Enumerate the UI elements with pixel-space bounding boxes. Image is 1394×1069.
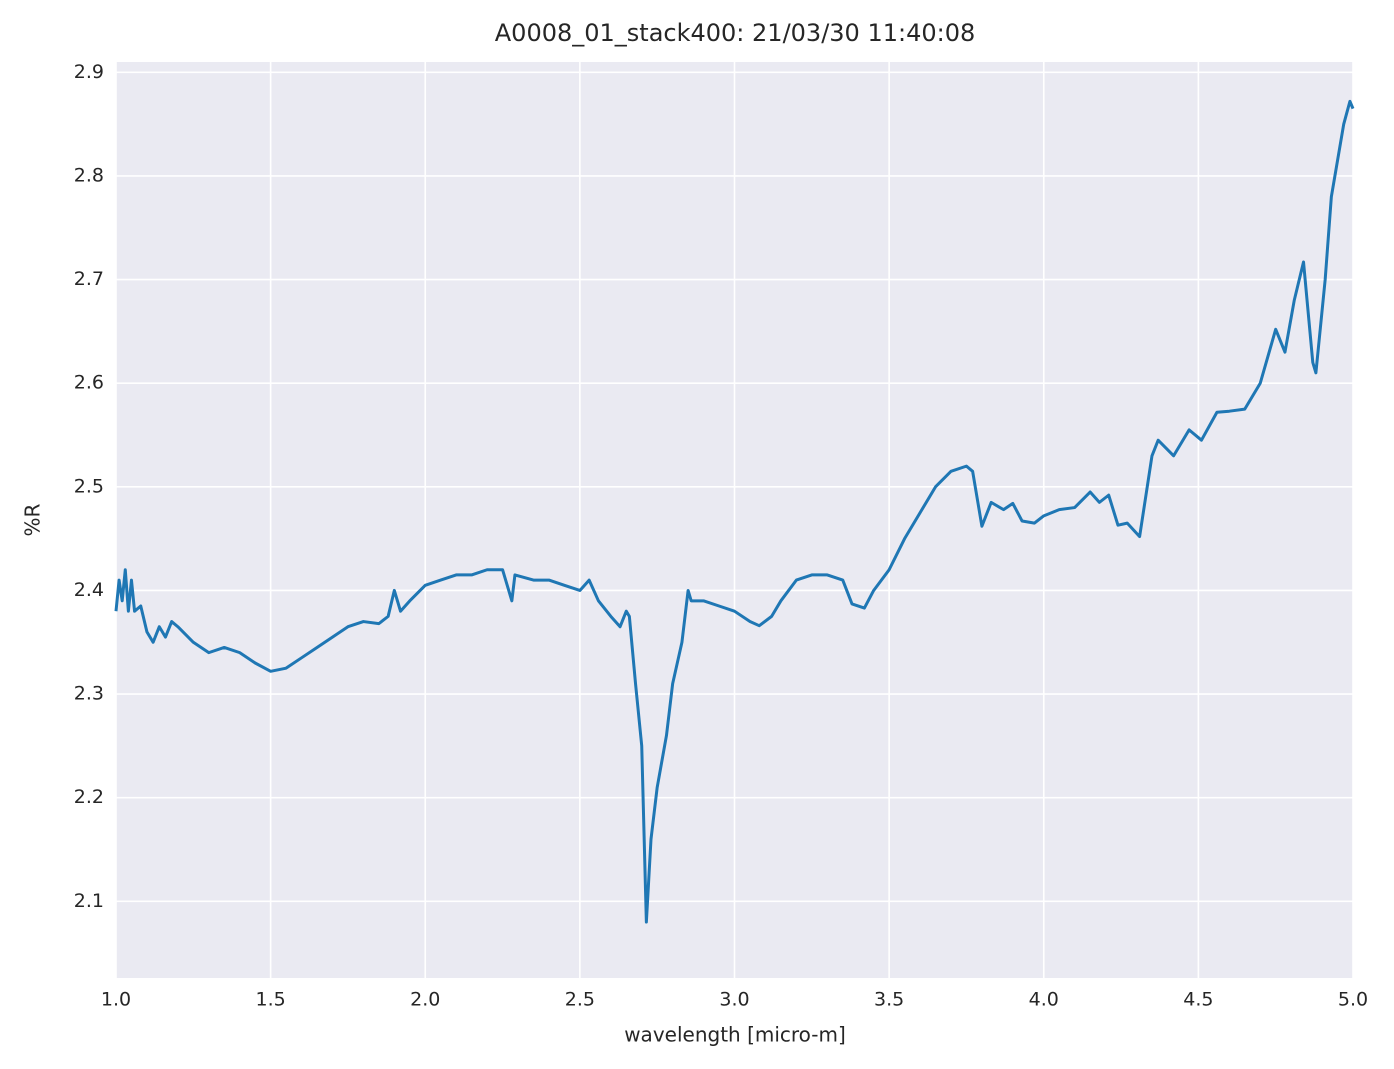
x-axis-label: wavelength [micro-m] [624, 1023, 846, 1047]
x-tick-label: 1.5 [256, 989, 286, 1011]
x-tick-label: 4.0 [1029, 989, 1059, 1011]
x-tick-label: 2.5 [565, 989, 595, 1011]
x-tick-label: 3.5 [874, 989, 904, 1011]
x-tick-label: 3.0 [719, 989, 749, 1011]
y-tick-label: 2.5 [74, 475, 104, 497]
x-tick-label: 4.5 [1183, 989, 1213, 1011]
y-tick-label: 2.3 [74, 683, 104, 705]
y-tick-label: 2.4 [74, 579, 104, 601]
x-tick-label: 5.0 [1338, 989, 1368, 1011]
y-tick-label: 2.7 [74, 268, 104, 290]
x-tick-label: 2.0 [410, 989, 440, 1011]
x-tick-label: 1.0 [101, 989, 131, 1011]
y-tick-label: 2.9 [74, 61, 104, 83]
y-axis-label: %R [21, 503, 45, 536]
chart-title: A0008_01_stack400: 21/03/30 11:40:08 [495, 19, 975, 47]
y-tick-label: 2.2 [74, 786, 104, 808]
spectrum-line [114, 99, 1355, 924]
y-tick-label: 2.1 [74, 890, 104, 912]
y-tick-label: 2.6 [74, 372, 104, 394]
y-tick-label: 2.8 [74, 164, 104, 186]
